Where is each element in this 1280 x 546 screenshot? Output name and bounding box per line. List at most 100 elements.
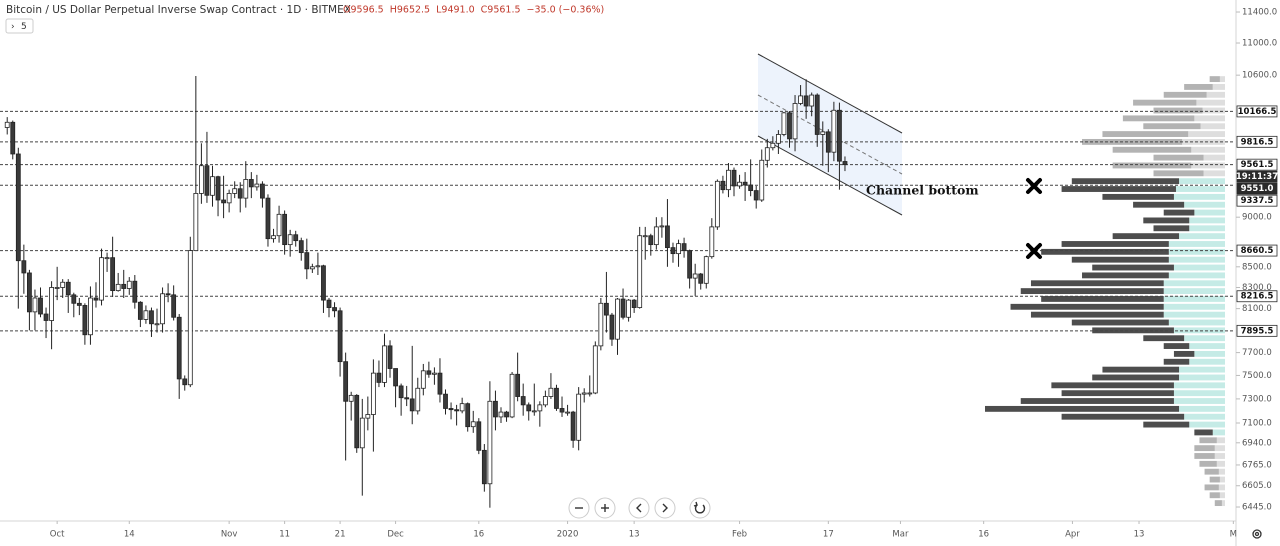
y-tick-label: 6445.0 [1242, 503, 1272, 513]
vp-down [1133, 99, 1197, 106]
x-markers [1026, 178, 1042, 259]
vp-down [1041, 248, 1169, 255]
x-tick-label: 2020 [557, 530, 579, 540]
vp-up [1173, 398, 1225, 404]
reset[interactable] [689, 497, 711, 519]
candle-body [432, 372, 437, 375]
candle-body [143, 310, 149, 320]
x-tick-label: 14 [124, 530, 135, 540]
x-tick-label: M [1230, 530, 1237, 540]
candle-body [837, 109, 842, 162]
vp-down [1061, 413, 1185, 420]
vp-down [1173, 350, 1195, 357]
vp-down [1030, 280, 1164, 287]
candle-body [160, 293, 165, 325]
candle-body [88, 297, 93, 336]
ohlc-value: L9491.0 [436, 5, 475, 16]
candle-body [420, 370, 426, 389]
vp-down [1061, 390, 1174, 397]
candle-body [115, 283, 121, 292]
x-tick-label: Apr [1065, 530, 1080, 540]
candle-body [515, 373, 521, 397]
candle-body [149, 310, 154, 325]
y-tick-label: 11000.0 [1242, 39, 1277, 49]
vp-down [1092, 374, 1180, 381]
candle-body [698, 273, 704, 284]
candle-body [559, 408, 565, 413]
candle-body [670, 247, 676, 255]
vp-down [1092, 327, 1174, 334]
vp-down [1194, 453, 1215, 459]
vp-up [1219, 492, 1225, 499]
candle-body [665, 225, 670, 249]
candle-body [592, 345, 598, 394]
candle-body [554, 387, 559, 409]
vp-down [1194, 445, 1215, 452]
candle-body [248, 179, 254, 188]
x-tick-label: Dec [387, 530, 404, 540]
candle-body [415, 387, 421, 412]
candle-body [637, 235, 643, 308]
vp-down [1199, 460, 1217, 467]
candle-body [481, 449, 487, 485]
candle-body [653, 226, 659, 246]
candle-body [454, 409, 460, 412]
candle-body [365, 414, 371, 419]
candle-body [337, 310, 343, 363]
ohlc: O9596.5 H9652.5 L9491.0 C9561.5 −35.0 (−0.36… [343, 5, 604, 16]
candle-body [393, 368, 398, 387]
candle-body [526, 404, 532, 412]
candle-body [814, 94, 820, 135]
scroll-right[interactable] [654, 497, 676, 519]
vp-up [1173, 390, 1225, 397]
vp-up [1182, 138, 1225, 145]
vp-up [1189, 225, 1225, 232]
candle-body [581, 392, 587, 395]
vp-up [1173, 193, 1225, 200]
candle-body [176, 316, 182, 380]
price-label: 9337.5 [1241, 196, 1274, 206]
candle-body [726, 169, 731, 191]
channel-bottom-line [757, 135, 903, 216]
candle-body [731, 169, 737, 187]
candle-body [787, 112, 792, 140]
vp-up [1189, 217, 1225, 224]
candle-body [76, 302, 82, 306]
candle-body [226, 193, 232, 204]
vp-down [1204, 468, 1219, 475]
x-tick-label: Nov [221, 530, 238, 540]
vp-down [1092, 264, 1174, 271]
price-label: 9816.5 [1241, 137, 1274, 147]
candle-body [82, 305, 88, 336]
candle-body [537, 404, 543, 412]
x-tick-label: Oct [50, 530, 65, 540]
vp-down [1102, 366, 1180, 373]
vp-up [1173, 382, 1225, 389]
price-label-box [1236, 170, 1278, 183]
vp-down [1143, 421, 1190, 428]
candle-body [531, 410, 537, 413]
y-tick-label: 10600.0 [1242, 71, 1277, 81]
candle-body [437, 372, 443, 395]
candle-body [359, 417, 365, 449]
vp-down [1153, 154, 1204, 161]
candle-body [210, 176, 215, 196]
indicator-toggle[interactable] [5, 18, 34, 34]
y-tick-label: 6765.0 [1242, 460, 1272, 470]
candle-body [820, 131, 826, 135]
candle-body [154, 323, 160, 326]
candle-body [542, 396, 548, 406]
vp-up [1168, 256, 1225, 263]
scroll-left[interactable] [628, 497, 650, 519]
candle-body [137, 301, 143, 320]
vp-down [1143, 123, 1201, 130]
vp-up [1219, 76, 1225, 83]
candle-body [370, 372, 376, 415]
vp-down [1082, 272, 1169, 279]
candle-body [565, 411, 570, 414]
vp-up [1218, 484, 1225, 491]
settings[interactable] [1252, 529, 1262, 539]
vp-up [1179, 374, 1225, 381]
vp-down [1163, 343, 1190, 349]
vp-down [1209, 492, 1220, 499]
